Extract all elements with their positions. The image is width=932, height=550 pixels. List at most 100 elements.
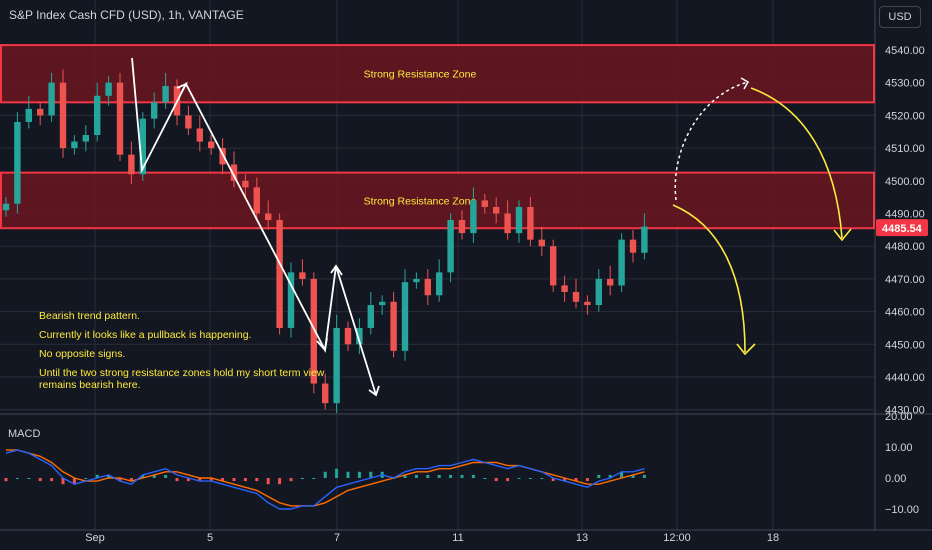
candle-body <box>37 108 44 116</box>
time-tick-label: 13 <box>576 532 588 544</box>
time-tick-label: 5 <box>207 532 213 544</box>
candle-body <box>538 239 545 247</box>
candle-body <box>94 95 101 136</box>
zigzag-trend-line <box>131 57 377 396</box>
analysis-notes: Bearish trend pattern. Currently it look… <box>39 310 329 398</box>
price-tick-label: 4430.00 <box>885 405 925 417</box>
dashed-projection-arrow <box>674 81 749 201</box>
candle-body <box>401 282 409 351</box>
macd-histogram-bar <box>232 478 236 482</box>
candle-body <box>2 203 10 211</box>
bearish-arrowhead-2 <box>833 228 852 242</box>
macd-histogram-bar <box>528 478 532 479</box>
candle-body <box>48 82 55 116</box>
macd-histogram-bar <box>118 478 122 482</box>
candle-body <box>151 102 158 119</box>
candle-body <box>447 220 454 273</box>
candle-body <box>287 272 295 328</box>
macd-histogram-bar <box>460 474 464 478</box>
note-3: No opposite signs. <box>39 348 126 360</box>
macd-tick-label: −10.00 <box>885 504 919 516</box>
macd-histogram-bar <box>357 471 361 478</box>
candle-body <box>219 148 226 165</box>
macd-histogram-bar <box>186 478 190 482</box>
candle-body <box>116 82 124 155</box>
macd-histogram-bar <box>4 478 8 482</box>
macd-histogram-bar <box>369 471 373 478</box>
macd-histogram-bar <box>506 478 510 482</box>
note-1: Bearish trend pattern. <box>39 310 140 322</box>
candle-body <box>253 187 260 214</box>
price-tick-label: 4460.00 <box>885 307 925 319</box>
candle-body <box>527 206 534 240</box>
price-tick-label: 4510.00 <box>885 143 925 155</box>
price-tick-label: 4480.00 <box>885 241 925 253</box>
macd-histogram-bar <box>221 478 225 482</box>
candle-body <box>242 180 249 188</box>
macd-histogram-bar <box>84 478 88 479</box>
resistance-zone-label: Strong Resistance Zone <box>364 195 477 207</box>
resistance-zone-1 <box>0 44 875 104</box>
price-tick-label: 4540.00 <box>885 45 925 57</box>
candle-body <box>344 327 352 345</box>
macd-tick-label: 20.00 <box>885 411 913 423</box>
macd-histogram-bar <box>38 478 42 482</box>
currency-button[interactable]: USD <box>879 6 921 28</box>
price-tick-label: 4490.00 <box>885 209 925 221</box>
candle-body <box>185 115 192 129</box>
price-tick-label: 4450.00 <box>885 339 925 351</box>
candle-body <box>561 285 568 292</box>
candle-body <box>436 272 443 296</box>
bearish-projection-arrow-1 <box>672 204 746 353</box>
macd-histogram-bar <box>426 474 430 478</box>
candle-body <box>413 278 420 283</box>
macd-histogram-bar <box>198 478 202 482</box>
macd-histogram-bar <box>164 474 168 478</box>
candle-body <box>196 128 203 142</box>
macd-histogram-bar <box>72 478 76 485</box>
macd-histogram-bar <box>255 478 259 482</box>
price-tick-label: 4520.00 <box>885 110 925 122</box>
macd-histogram-bar <box>335 468 339 478</box>
macd-histogram-bar <box>540 478 544 479</box>
time-tick-label: 12:00 <box>663 532 691 544</box>
macd-histogram-bar <box>209 478 213 482</box>
time-tick-label: Sep <box>85 532 105 544</box>
note-2: Currently it looks like a pullback is ha… <box>39 329 252 341</box>
macd-histogram-bar <box>563 478 567 482</box>
macd-histogram-bar <box>551 478 555 482</box>
candle-body <box>504 213 511 234</box>
macd-histogram-bar <box>129 478 133 482</box>
price-tick-label: 4530.00 <box>885 78 925 90</box>
candle-body <box>618 239 625 286</box>
macd-histogram-bar <box>312 478 316 479</box>
candle-body <box>322 383 329 404</box>
macd-histogram-bar <box>141 474 145 478</box>
candle-body <box>310 278 317 384</box>
candle-body <box>641 226 648 253</box>
time-tick-label: 7 <box>334 532 340 544</box>
candle-body <box>333 327 340 404</box>
candle-body <box>493 206 500 214</box>
macd-histogram-bar <box>346 471 350 478</box>
candle-body <box>595 278 602 306</box>
macd-histogram-bar <box>61 478 65 485</box>
candle-body <box>299 272 306 279</box>
macd-line <box>5 449 645 510</box>
candle-body <box>139 118 146 175</box>
candle-body <box>162 85 169 103</box>
time-tick-label: 11 <box>452 532 463 544</box>
macd-histogram-bar <box>483 478 487 479</box>
macd-histogram-bar <box>95 474 99 478</box>
macd-histogram-bar <box>243 478 247 482</box>
candle-body <box>367 305 374 328</box>
macd-histogram-bar <box>517 478 521 479</box>
macd-histogram-bar <box>631 474 635 478</box>
candle-body <box>128 154 135 175</box>
macd-histogram-bar <box>585 478 589 482</box>
macd-histogram-bar <box>107 474 111 478</box>
candle-body <box>584 301 591 306</box>
resistance-zone-2 <box>0 171 875 230</box>
